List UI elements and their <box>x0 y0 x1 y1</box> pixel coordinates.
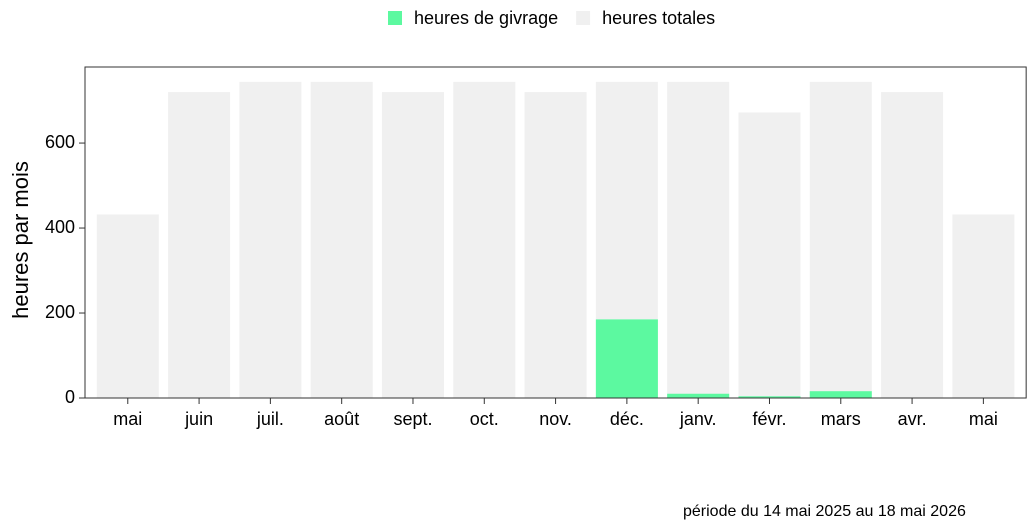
legend-swatch <box>576 11 591 25</box>
y-tick-label: 0 <box>65 387 75 407</box>
bar <box>809 391 872 398</box>
x-tick-label: juil. <box>256 409 284 429</box>
x-tick-label: janv. <box>679 409 717 429</box>
bar <box>667 393 730 398</box>
x-tick-label: avr. <box>898 409 927 429</box>
bar <box>381 92 444 398</box>
bar <box>310 81 373 398</box>
bar <box>168 92 231 398</box>
bar <box>738 112 801 399</box>
bar <box>952 214 1015 398</box>
x-tick-label: mai <box>969 409 998 429</box>
y-tick-label: 400 <box>45 217 75 237</box>
legend-swatch <box>388 11 402 25</box>
bar <box>738 396 801 398</box>
y-tick-label: 200 <box>45 302 75 322</box>
bar <box>595 319 658 398</box>
x-tick-label: sept. <box>393 409 432 429</box>
footnote: période du 14 mai 2025 au 18 mai 2026 <box>683 503 966 520</box>
bar <box>453 81 516 398</box>
bar <box>881 92 944 398</box>
legend-label: heures de givrage <box>414 8 558 28</box>
bar <box>524 92 587 398</box>
x-tick-label: nov. <box>539 409 572 429</box>
x-tick-label: févr. <box>752 409 786 429</box>
bar <box>809 81 872 398</box>
legend-label: heures totales <box>602 8 715 28</box>
bar <box>667 81 730 398</box>
x-tick-label: juin <box>184 409 213 429</box>
x-tick-label: août <box>324 409 359 429</box>
x-tick-label: déc. <box>610 409 644 429</box>
y-tick-label: 600 <box>45 132 75 152</box>
x-tick-label: mars <box>821 409 861 429</box>
bar <box>239 81 302 398</box>
x-tick-label: oct. <box>470 409 499 429</box>
x-tick-label: mai <box>113 409 142 429</box>
bar <box>96 214 159 398</box>
y-axis-label: heures par mois <box>8 161 33 319</box>
